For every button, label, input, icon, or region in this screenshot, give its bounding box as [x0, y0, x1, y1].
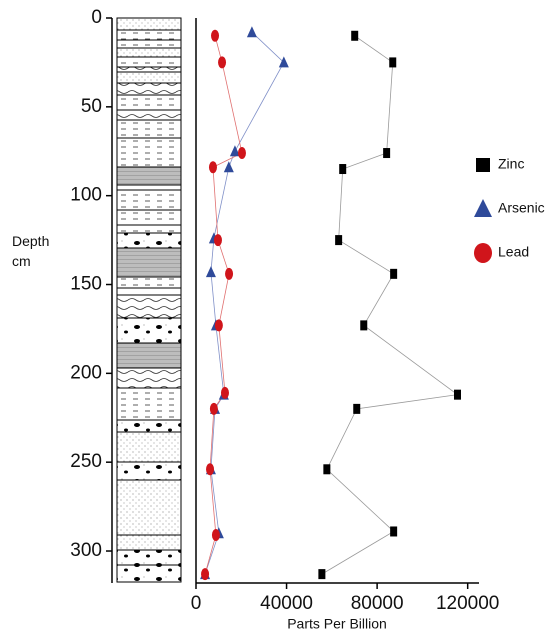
data-point	[238, 147, 246, 159]
data-point	[339, 164, 346, 174]
data-point	[201, 568, 209, 580]
x-tick-label: 40000	[260, 593, 313, 614]
data-point	[224, 161, 234, 172]
x-tick-label: 80000	[351, 593, 404, 614]
y-tick-label: 200	[70, 362, 102, 383]
legend-label: Zinc	[498, 156, 524, 172]
lithology-column	[117, 18, 181, 582]
legend-marker	[476, 158, 490, 172]
page: Parts Per Billion 0 50 100 150 200 250 300 0 400…	[0, 0, 559, 639]
legend-marker	[474, 243, 492, 263]
data-point	[209, 161, 217, 173]
data-point	[389, 57, 396, 67]
series-line	[322, 36, 458, 574]
x-tick-label: 120000	[436, 593, 499, 614]
series-line	[205, 36, 242, 574]
data-point	[454, 390, 461, 400]
legend-label: Arsenic	[498, 200, 545, 216]
series-line	[205, 32, 284, 574]
data-point	[279, 56, 289, 67]
x-axis-label: Parts Per Billion	[287, 616, 387, 632]
data-point	[390, 269, 397, 279]
data-point	[323, 464, 330, 474]
y-tick-label: 300	[70, 540, 102, 561]
data-point	[360, 320, 367, 330]
data-point	[206, 266, 216, 277]
y-tick-label: 0	[91, 7, 102, 28]
y-tick-label: 50	[81, 96, 102, 117]
data-point	[212, 529, 220, 541]
data-point	[206, 463, 214, 475]
x-tick-label: 0	[191, 593, 202, 614]
data-point	[383, 148, 390, 158]
data-point	[353, 404, 360, 414]
legend-label: Lead	[498, 244, 529, 260]
data-point	[335, 235, 342, 245]
data-point	[218, 56, 226, 68]
data-point	[351, 31, 358, 41]
data-point	[221, 387, 229, 399]
y-tick-label: 250	[70, 451, 102, 472]
legend-marker	[474, 199, 492, 217]
data-point	[214, 234, 222, 246]
y-tick-label: 100	[70, 185, 102, 206]
data-point	[215, 319, 223, 331]
data-point	[225, 268, 233, 280]
y-tick-label: 150	[70, 274, 102, 295]
data-point	[390, 526, 397, 536]
data-point	[210, 403, 218, 415]
chart: Parts Per Billion 0 50 100 150 200 250 300 0 400…	[0, 0, 559, 639]
data-point	[247, 26, 257, 37]
y-axis-label: Depth cm	[12, 231, 52, 271]
data-point	[211, 30, 219, 42]
data-point	[318, 569, 325, 579]
